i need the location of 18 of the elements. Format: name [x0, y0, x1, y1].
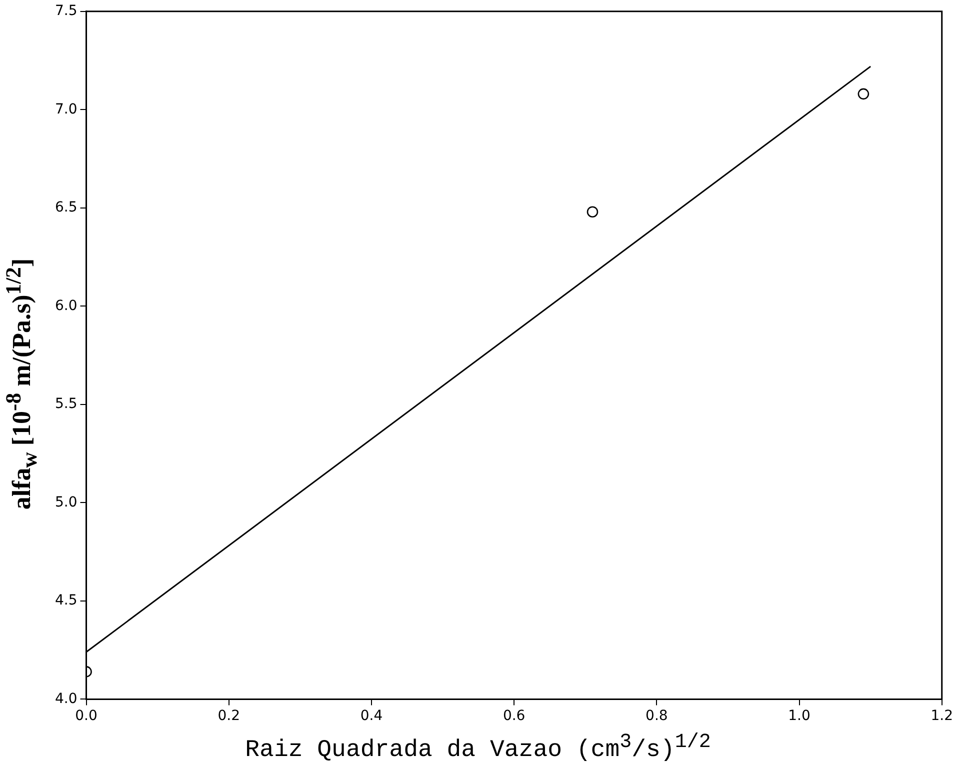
x-tick-label: 1.0 [788, 708, 810, 724]
x-tick-label: 0.0 [75, 708, 98, 724]
x-axis-title: Raiz Quadrada da Vazao (cm$^{3}$/s)$^{1/2}$ [244, 731, 712, 764]
y-tick-label: 6.0 [55, 298, 78, 314]
y-tick-label: 5.0 [55, 494, 78, 510]
y-tick-label: 4.0 [55, 690, 78, 707]
point [858, 88, 870, 100]
y-tick-label: 7.0 [55, 101, 78, 118]
y-tick-label: 6.5 [55, 200, 78, 216]
x-tick-label: 1.2 [930, 708, 953, 724]
x-tick-label: 0.4 [360, 708, 383, 724]
x-tick-label: 0.2 [218, 708, 240, 724]
y-tick-label: 4.5 [55, 592, 78, 609]
y-tick-label: 5.5 [55, 396, 78, 412]
point [586, 206, 598, 218]
y-tick-label: 7.5 [55, 3, 78, 20]
x-tick-label: 0.6 [502, 708, 526, 724]
x-tick-label: 0.8 [646, 708, 668, 724]
